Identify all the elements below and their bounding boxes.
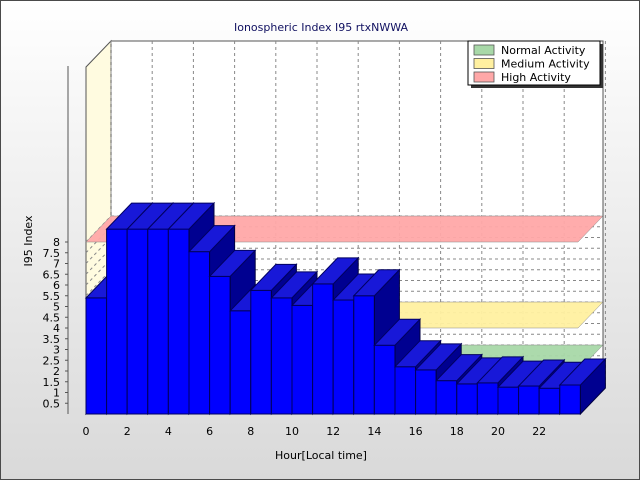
bar-front xyxy=(538,387,561,415)
bar-front xyxy=(167,228,190,415)
x-tick-label: 22 xyxy=(532,425,546,438)
bar-front xyxy=(415,369,437,415)
x-tick-label: 20 xyxy=(491,425,505,438)
bar-front xyxy=(332,299,355,415)
legend-label: High Activity xyxy=(501,71,571,84)
y-tick-label: 1 xyxy=(53,387,60,400)
y-tick-label: 7.5 xyxy=(43,247,61,260)
bar-top xyxy=(517,359,566,387)
bar-front xyxy=(394,366,417,415)
x-tick-label: 12 xyxy=(326,425,340,438)
x-axis-label: Hour[Local time] xyxy=(275,449,367,462)
bar-top xyxy=(373,318,422,346)
legend-swatch xyxy=(473,44,495,56)
bar-front xyxy=(559,384,581,415)
x-tick-label: 2 xyxy=(124,425,131,438)
bar-top xyxy=(352,269,401,297)
bar-top xyxy=(249,263,298,291)
bar-front xyxy=(312,283,334,415)
bar-front xyxy=(250,289,272,415)
bar-front xyxy=(373,344,396,415)
legend-swatch xyxy=(473,58,495,69)
x-tick-label: 0 xyxy=(83,425,90,438)
bar-front xyxy=(497,386,520,415)
bar-series xyxy=(84,201,607,416)
bar-front xyxy=(435,380,458,415)
y-axis-label: I95 Index xyxy=(22,215,35,267)
x-tick-label: 14 xyxy=(367,425,381,438)
bar-front xyxy=(147,228,169,415)
bar-front xyxy=(291,304,314,415)
y-tick-label: 6 xyxy=(53,279,60,292)
bar-front xyxy=(229,310,252,415)
bar-top xyxy=(435,354,483,382)
x-tick-label: 10 xyxy=(285,425,299,438)
y-tick-label: 7 xyxy=(53,258,60,271)
y-tick-label: 5 xyxy=(53,301,60,314)
y-tick-label: 3 xyxy=(53,344,60,357)
y-tick-label: 0.5 xyxy=(43,397,61,410)
bar-front xyxy=(126,228,149,415)
bar-front xyxy=(353,295,375,415)
x-tick-label: 8 xyxy=(247,425,254,438)
bar-top xyxy=(414,343,463,371)
y-tick-label: 3.5 xyxy=(43,333,61,346)
bar-top xyxy=(208,249,257,277)
bar-top xyxy=(270,271,319,299)
bar-front xyxy=(476,382,499,415)
y-tick-label: 2.5 xyxy=(43,354,61,367)
bar-top xyxy=(167,202,216,230)
x-tick-label: 18 xyxy=(450,425,464,438)
bar-front xyxy=(188,251,211,415)
y-tick-label: 2 xyxy=(53,365,60,378)
bar-front xyxy=(209,275,231,415)
chart-axes: 0.511.522.533.544.555.566.577.580 2 4 6 8 10 1… xyxy=(43,236,547,438)
bar-front xyxy=(270,297,293,415)
x-tick-label: 4 xyxy=(165,425,172,438)
legend-swatch xyxy=(473,71,495,83)
y-tick-label: 4.5 xyxy=(43,311,61,324)
bar-front xyxy=(85,297,108,415)
bar-top xyxy=(393,340,442,368)
bar-23 xyxy=(558,357,607,416)
bar-top xyxy=(558,358,607,386)
y-tick-label: 6.5 xyxy=(43,268,61,281)
y-tick-label: 5.5 xyxy=(43,290,61,303)
y-tick-label: 4 xyxy=(53,322,60,335)
bar-front xyxy=(106,228,128,415)
bar-top xyxy=(476,356,525,384)
y-tick-label: 1.5 xyxy=(43,376,61,389)
legend-label: Normal Activity xyxy=(501,44,586,57)
bar-top xyxy=(311,257,360,285)
legend-label: Medium Activity xyxy=(501,58,590,71)
bar-top xyxy=(187,225,236,253)
x-tick-label: 6 xyxy=(206,425,213,438)
chart-title: Ionospheric Index I95 rtxNWWA xyxy=(234,21,408,34)
y-tick-label: 8 xyxy=(53,236,60,249)
x-tick-label: 16 xyxy=(409,425,423,438)
bar-front xyxy=(518,385,540,415)
bar-front xyxy=(456,383,478,415)
